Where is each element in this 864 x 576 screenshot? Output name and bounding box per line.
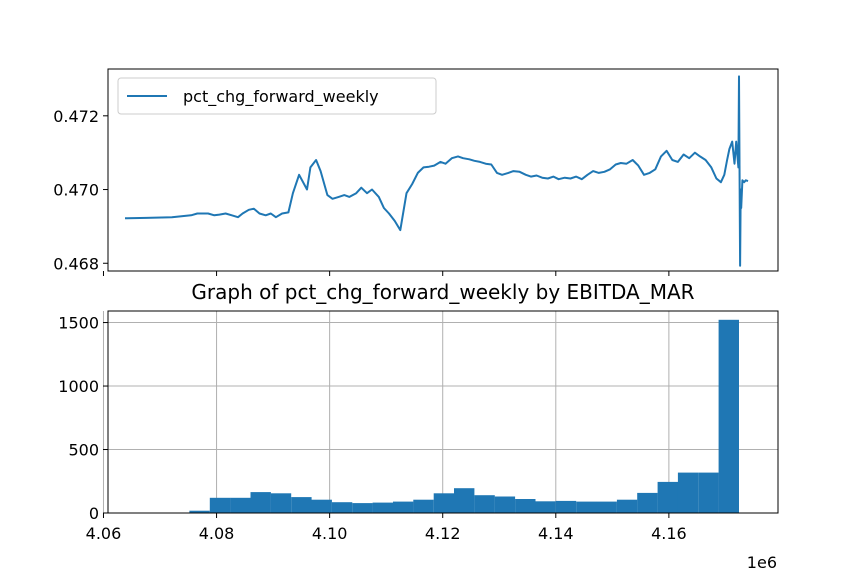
histogram-bars [189, 319, 739, 513]
series-line-pct-chg-forward-weekly [124, 75, 749, 267]
x-tick-label: 4.10 [312, 524, 348, 543]
legend-label: pct_chg_forward_weekly [183, 87, 379, 107]
legend: pct_chg_forward_weekly [117, 77, 437, 115]
histogram-bar [230, 497, 251, 513]
histogram-bar [454, 488, 475, 513]
histogram-bar [413, 499, 434, 513]
legend-box [117, 77, 437, 115]
histogram-bar [393, 501, 414, 513]
histogram-bar [657, 481, 678, 513]
histogram-bar [555, 500, 577, 513]
histogram-bar [515, 499, 536, 513]
y-tick-label: 1500 [58, 314, 99, 333]
histogram-bar [616, 499, 638, 513]
histogram-frame [107, 310, 779, 514]
x-tick-label: 4.06 [86, 524, 122, 543]
histogram-bar [270, 493, 292, 513]
x-axis-offset-label: 1e6 [747, 553, 777, 572]
histogram-y-ticks: 0 500 1000 1500 [58, 314, 108, 523]
line-plot-y-ticks: 0.468 0.470 0.472 [53, 107, 108, 273]
histogram-bar [250, 492, 271, 513]
histogram-bar [596, 501, 617, 513]
histogram-bar [189, 510, 210, 513]
line-plot-axes: 0.468 0.470 0.472 pct_chg_forward_weekly [53, 68, 779, 276]
histogram-bar [698, 472, 719, 513]
y-tick-label: 1000 [58, 377, 99, 396]
histogram-grid [102, 311, 778, 514]
histogram-bar [291, 497, 312, 513]
histogram-bar [718, 319, 739, 513]
x-tick-label: 4.16 [651, 524, 687, 543]
histogram-x-ticks: 4.06 4.08 4.10 4.12 4.14 4.16 [86, 513, 687, 543]
y-tick-label: 0.470 [53, 181, 99, 200]
x-tick-label: 4.14 [538, 524, 574, 543]
histogram-bar [209, 497, 231, 513]
y-tick-label: 0.468 [53, 254, 99, 273]
y-tick-label: 0 [89, 504, 99, 523]
histogram-bar [535, 501, 556, 513]
histogram-bar [576, 501, 597, 513]
y-tick-label: 500 [68, 441, 99, 460]
histogram-bar [637, 492, 658, 513]
histogram-bar [331, 502, 353, 513]
line-plot-series-layer [124, 75, 749, 267]
line-plot-x-ticks [102, 271, 670, 276]
histogram-bar [311, 499, 332, 513]
histogram-axes: 4.06 4.08 4.10 4.12 4.14 4.16 0 500 1000 1500 Gr… [58, 280, 779, 572]
histogram-bar [372, 502, 393, 513]
line-plot-frame [107, 68, 779, 272]
histogram-bar [433, 493, 455, 513]
histogram-bar [494, 496, 516, 513]
histogram-bar [474, 495, 495, 513]
y-tick-label: 0.472 [53, 107, 99, 126]
x-tick-label: 4.08 [199, 524, 235, 543]
x-tick-label: 4.12 [425, 524, 461, 543]
histogram-title: Graph of pct_chg_forward_weekly by EBITD… [191, 280, 694, 304]
histogram-bar [352, 503, 373, 513]
histogram-bar [677, 472, 699, 513]
